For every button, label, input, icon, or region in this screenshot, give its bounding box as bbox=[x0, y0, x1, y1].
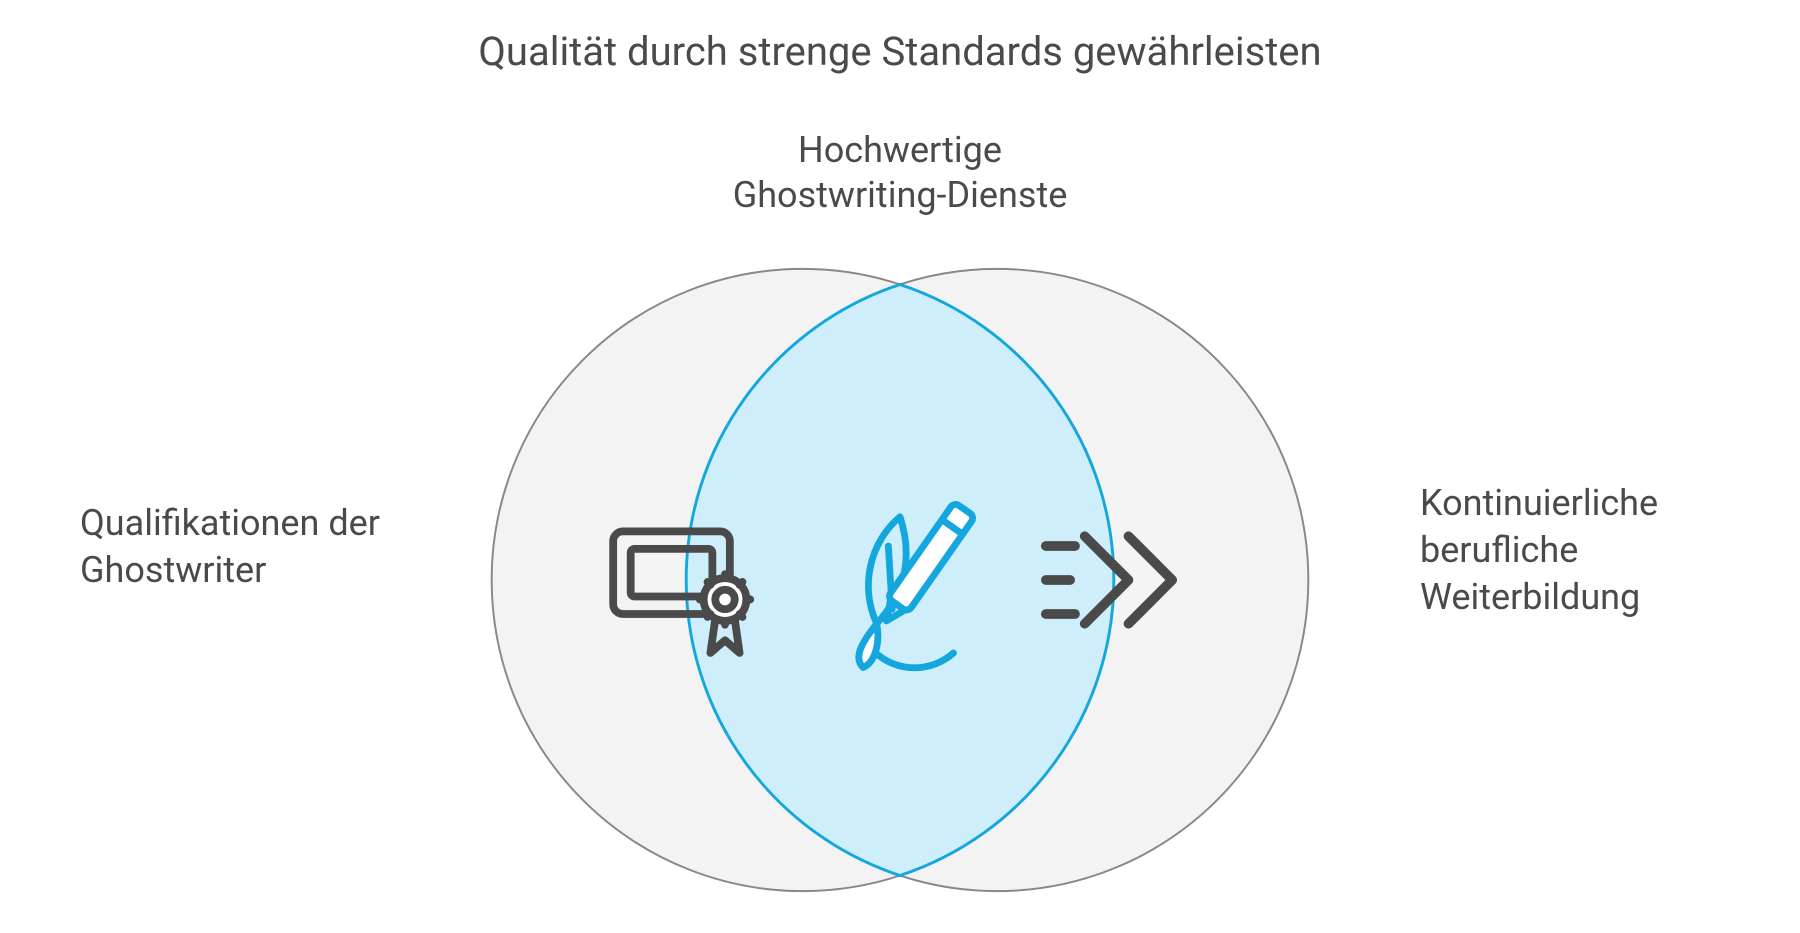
venn-diagram bbox=[400, 230, 1400, 930]
diagram-canvas: Qualität durch strenge Standards gewährl… bbox=[0, 0, 1800, 933]
diagram-title: Qualität durch strenge Standards gewährl… bbox=[0, 28, 1800, 75]
venn-right-label: Kontinuierliche berufliche Weiterbildung bbox=[1420, 480, 1720, 620]
venn-left-label: Qualifikationen der Ghostwriter bbox=[80, 500, 380, 594]
venn-top-label: Hochwertige Ghostwriting-Dienste bbox=[0, 128, 1800, 218]
